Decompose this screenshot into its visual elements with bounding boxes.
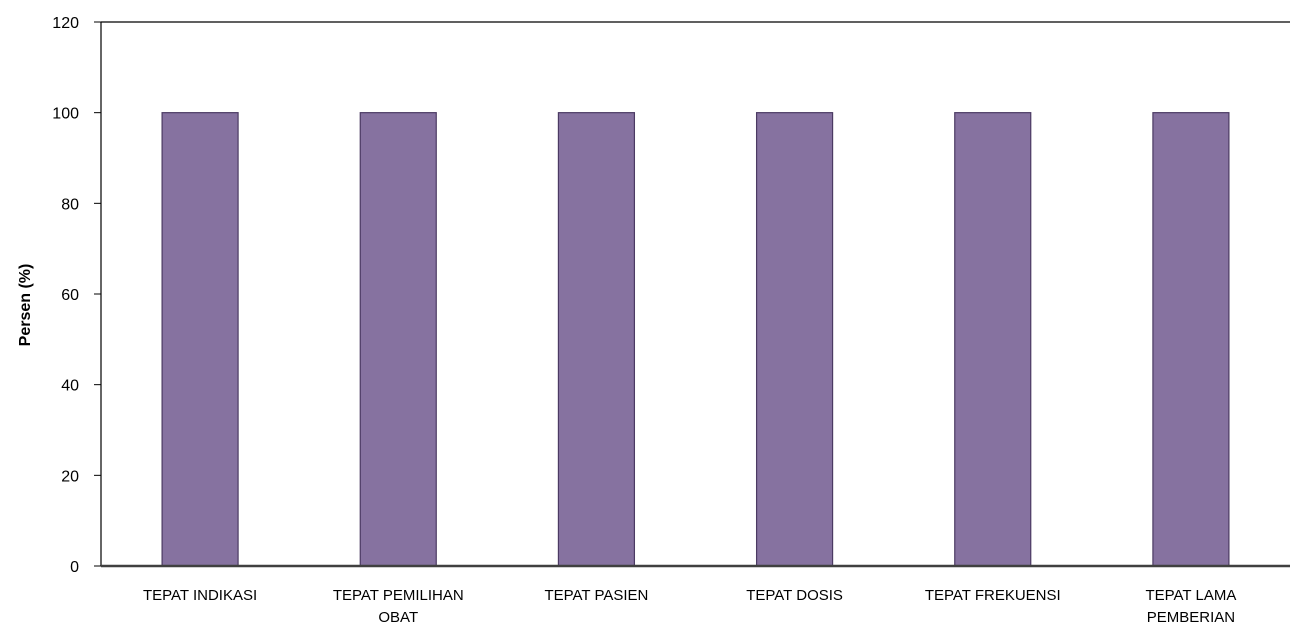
y-tick-label: 0: [70, 559, 79, 576]
bar: [954, 112, 1032, 567]
x-tick-label: TEPAT PEMILIHAN OBAT: [333, 587, 464, 626]
bar: [359, 112, 437, 567]
x-tick-label-line: OBAT: [378, 609, 418, 626]
x-tick-label: TEPAT PASIEN: [544, 587, 648, 604]
x-tick-label: TEPAT LAMA PEMBERIAN: [1145, 587, 1236, 626]
y-tick-label: 40: [61, 378, 79, 395]
y-tick-label: 20: [61, 468, 79, 485]
x-tick-label-line: TEPAT FREKUENSI: [925, 587, 1061, 604]
y-tick-label: 120: [52, 15, 79, 32]
y-tick-label: 100: [52, 106, 79, 123]
x-tick-label: TEPAT INDIKASI: [143, 587, 257, 604]
bar: [1152, 112, 1230, 567]
y-tick-label: 80: [61, 196, 79, 213]
x-tick-label: TEPAT DOSIS: [746, 587, 843, 604]
x-tick-label-line: TEPAT INDIKASI: [143, 587, 257, 604]
y-axis-title: Persen (%): [17, 264, 34, 347]
x-tick-label-line: TEPAT LAMA: [1145, 587, 1236, 604]
x-tick-label-line: TEPAT PEMILIHAN: [333, 587, 464, 604]
bar: [161, 112, 239, 567]
y-tick-label: 60: [61, 287, 79, 304]
bar: [557, 112, 636, 567]
x-tick-label-line: TEPAT DOSIS: [746, 587, 843, 604]
x-tick-label: TEPAT FREKUENSI: [925, 587, 1061, 604]
x-tick-label-line: PEMBERIAN: [1147, 609, 1235, 626]
bar: [755, 112, 834, 567]
x-tick-label-line: TEPAT PASIEN: [544, 587, 648, 604]
